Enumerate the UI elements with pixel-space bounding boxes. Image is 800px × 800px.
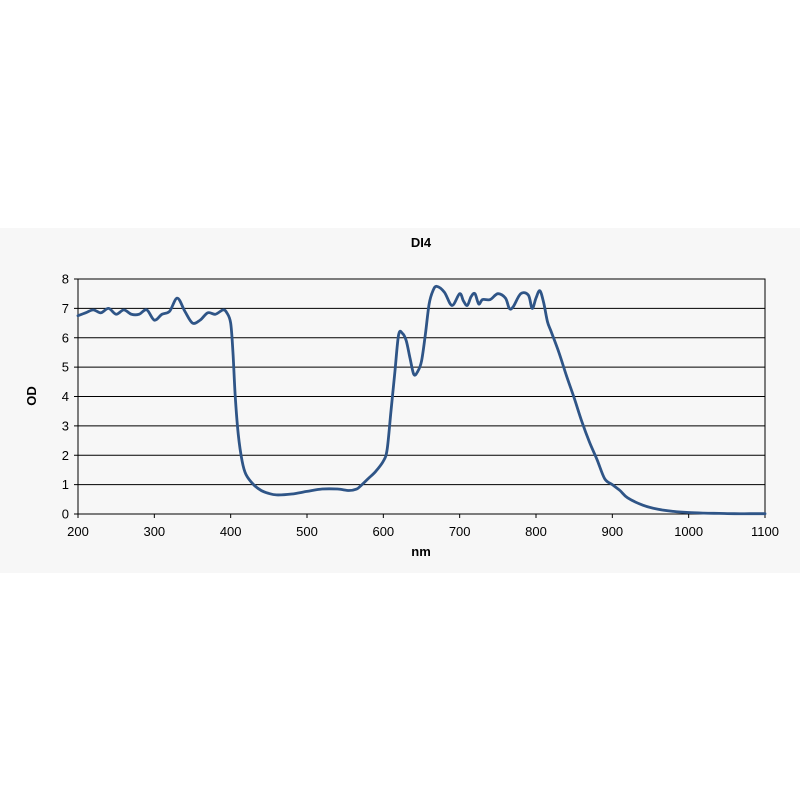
x-tick-label: 600 [372,524,394,539]
y-tick-label: 6 [62,330,69,345]
x-tick-label: 200 [67,524,89,539]
x-tick-label: 500 [296,524,318,539]
x-axis-ticks: 200 300 400 500 600 700 800 900 1000 1100 [67,514,779,539]
y-tick-label: 4 [62,389,69,404]
x-tick-label: 400 [220,524,242,539]
x-tick-label: 1000 [674,524,703,539]
y-tick-label: 8 [62,272,69,287]
x-tick-label: 800 [525,524,547,539]
y-axis-ticks: 0 1 2 3 4 5 6 7 8 [62,272,78,522]
x-axis-title: nm [411,544,431,559]
x-tick-label: 700 [449,524,471,539]
chart-title: DI4 [411,235,432,250]
y-axis-title: OD [24,386,39,406]
x-tick-label: 1100 [751,524,779,539]
y-tick-label: 1 [62,477,69,492]
y-tick-label: 2 [62,448,69,463]
y-tick-label: 7 [62,301,69,316]
x-tick-label: 300 [143,524,165,539]
gridlines [78,307,765,486]
y-tick-label: 5 [62,360,69,375]
series-line [76,284,767,516]
y-tick-label: 3 [62,418,69,433]
x-tick-label: 900 [601,524,623,539]
y-tick-label: 0 [62,507,69,522]
chart-background-band [0,228,800,573]
